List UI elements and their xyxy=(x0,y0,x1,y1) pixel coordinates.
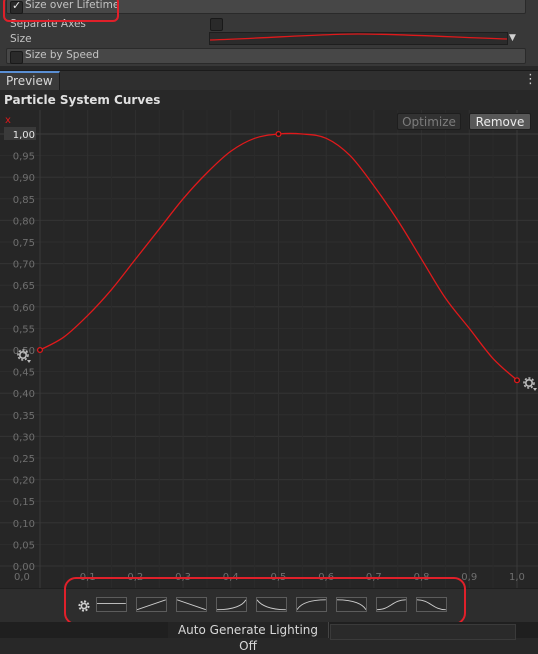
preset-constant[interactable] xyxy=(96,597,127,612)
y-tick-label: 1,00 xyxy=(13,130,35,141)
y-tick-highlight xyxy=(4,127,36,140)
size-dropdown-icon[interactable]: ▼ xyxy=(509,33,516,43)
x-tick-label: 0,0 xyxy=(14,572,30,583)
tab-preview[interactable]: Preview xyxy=(0,71,60,90)
preset-linear-down[interactable] xyxy=(176,597,207,612)
axis-x-marker: x xyxy=(5,115,11,126)
wrap-mode-left-icon[interactable] xyxy=(17,349,31,363)
preset-curve-icon xyxy=(336,599,367,610)
y-tick-label: 0,35 xyxy=(13,411,35,422)
preset-curve-icon xyxy=(376,599,406,611)
highlight-annotation xyxy=(64,577,466,625)
y-tick-label: 0,10 xyxy=(13,519,35,530)
preset-curve-icon xyxy=(296,599,326,610)
y-tick-label: 0,95 xyxy=(13,152,35,163)
y-tick-label: 0,55 xyxy=(13,324,35,335)
size-over-lifetime-header[interactable]: Size over Lifetime xyxy=(6,0,526,14)
optimize-button[interactable]: Optimize xyxy=(397,113,461,130)
highlight-annotation xyxy=(3,0,119,22)
y-tick-label: 0,00 xyxy=(13,562,35,573)
curve-key-point[interactable] xyxy=(513,377,521,384)
size-label: Size xyxy=(10,33,32,45)
size-over-lifetime-label: Size over Lifetime xyxy=(25,0,120,11)
size-curve-field[interactable] xyxy=(209,32,508,45)
preset-curve-icon xyxy=(136,599,166,611)
separate-axes-checkbox[interactable] xyxy=(210,18,223,31)
size-by-speed-label: Size by Speed xyxy=(25,49,100,61)
auto-generate-lighting-status[interactable]: Auto Generate Lighting Off xyxy=(168,622,329,653)
size-by-speed-checkbox[interactable] xyxy=(10,51,23,64)
preset-ease-in-down[interactable] xyxy=(336,597,367,612)
inspector-panel: Size over Lifetime Separate Axes Size ▼ … xyxy=(0,0,538,66)
curves-panel-title: Particle System Curves xyxy=(0,90,538,110)
preset-curve-icon xyxy=(416,599,446,611)
y-tick-label: 0,45 xyxy=(13,368,35,379)
preset-ease-in-out-up[interactable] xyxy=(376,597,407,612)
y-tick-label: 0,25 xyxy=(13,454,35,465)
x-tick-label: 1,0 xyxy=(509,572,525,583)
preset-ease-in[interactable] xyxy=(216,597,247,612)
presets-bar xyxy=(0,588,538,623)
size-over-lifetime-checkbox[interactable] xyxy=(10,0,23,14)
remove-button[interactable]: Remove xyxy=(469,113,531,130)
y-tick-label: 0,05 xyxy=(13,540,35,551)
y-tick-label: 0,90 xyxy=(13,173,35,184)
y-tick-label: 0,80 xyxy=(13,216,35,227)
preset-ease-in-out-down[interactable] xyxy=(416,597,447,612)
preset-linear-up[interactable] xyxy=(136,597,167,612)
curve-editor[interactable] xyxy=(0,110,538,588)
curve-key-point[interactable] xyxy=(275,130,282,138)
x-tick-label: 0,9 xyxy=(461,572,477,583)
preset-ease-out-up[interactable] xyxy=(296,597,327,612)
y-tick-label: 0,30 xyxy=(13,432,35,443)
y-tick-label: 0,85 xyxy=(13,195,35,206)
size-curve-thumbnail xyxy=(210,33,507,41)
y-tick-label: 0,65 xyxy=(13,281,35,292)
preset-ease-out-down[interactable] xyxy=(256,597,287,612)
wrap-mode-right-icon[interactable] xyxy=(523,377,537,391)
y-tick-label: 0,15 xyxy=(13,497,35,508)
size-by-speed-header[interactable]: Size by Speed xyxy=(6,48,526,64)
preset-curve-icon xyxy=(97,602,126,604)
kebab-menu-icon[interactable]: ⋮ xyxy=(524,72,537,87)
preset-curve-icon xyxy=(256,599,286,611)
preset-curve-icon xyxy=(216,599,247,611)
curve-chart[interactable]: 0,00 0,05 0,10 0,15 0,20 0,25 0,30 0,35 0,40 0,45… xyxy=(0,110,538,588)
gear-icon[interactable] xyxy=(78,600,90,612)
y-tick-label: 0,20 xyxy=(13,476,35,487)
preview-bar: Preview ⋮ xyxy=(0,70,538,91)
y-tick-label: 0,70 xyxy=(13,260,35,271)
curve-key-point[interactable] xyxy=(36,346,44,354)
y-tick-label: 0,40 xyxy=(13,389,35,400)
preset-curve-icon xyxy=(176,599,206,611)
y-tick-label: 0,75 xyxy=(13,238,35,249)
y-tick-label: 0,60 xyxy=(13,303,35,314)
